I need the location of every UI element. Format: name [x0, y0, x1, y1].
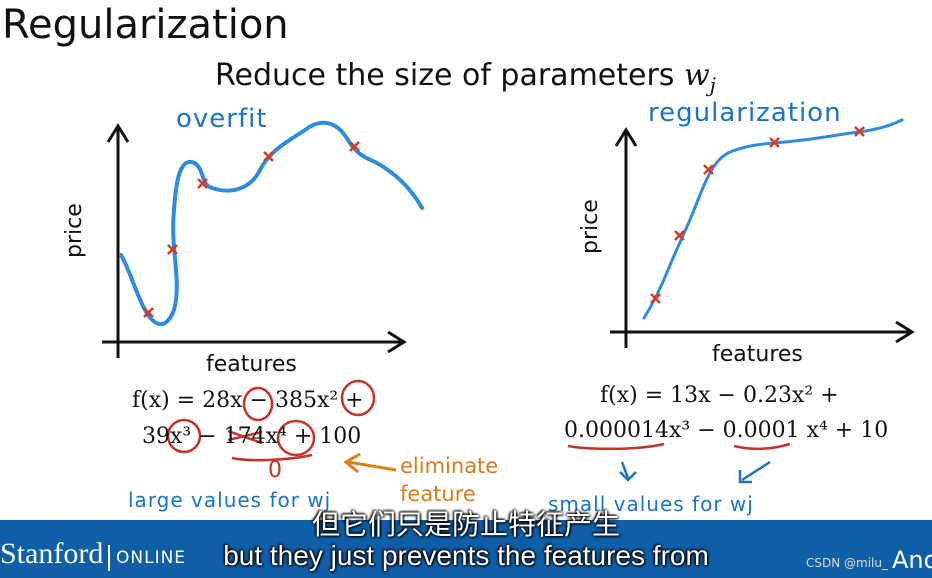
stanford-logo: Stanford — [0, 537, 104, 570]
overfit-label: overfit — [176, 104, 268, 134]
right-equation-line2: 0.000014x³ − 0.0001 x⁴ + 10 — [564, 418, 889, 443]
strike-through — [227, 429, 313, 462]
subtitle-chinese: 但它们只是防止特征产生 — [311, 508, 620, 541]
csdn-watermark: CSDN @milu_ — [806, 556, 888, 570]
video-banner — [0, 520, 932, 578]
overfit-curve — [119, 120, 424, 327]
subtitle-variable: w — [683, 58, 710, 93]
brand-divider — [108, 545, 110, 571]
eliminate-feature-note: eliminate feature — [400, 454, 499, 506]
left-y-axis-label: price — [62, 203, 87, 258]
term-circles — [166, 379, 376, 457]
subtitle-subscript: j — [709, 73, 716, 97]
right-x-axis-label: features — [712, 342, 803, 367]
right-axes — [610, 127, 915, 348]
left-data-points — [143, 141, 360, 318]
right-equation-line1: f(x) = 13x − 0.23x² + — [600, 383, 839, 408]
eliminate-arrow — [343, 452, 397, 474]
regularized-curve — [642, 118, 904, 320]
left-equation-line1: f(x) = 28x − 385x² + — [132, 388, 364, 413]
right-data-points — [650, 126, 865, 304]
left-x-axis-label: features — [206, 352, 297, 377]
regularization-label: regularization — [648, 98, 842, 128]
subtitle-text: Reduce the size of parameters — [215, 58, 675, 93]
corner-text: And — [892, 546, 932, 574]
slide-title: Regularization — [2, 2, 289, 48]
slide-subtitle: Reduce the size of parameters wj — [215, 58, 716, 97]
large-values-note: large values for wj — [128, 488, 332, 512]
zero-mark: 0 — [268, 458, 282, 483]
right-y-axis-label: price — [578, 199, 603, 254]
left-equation-line2: 39x³ − 174x⁴ + 100 — [142, 424, 362, 449]
left-axes — [102, 123, 407, 358]
subtitle-english: but they just prevents the features from — [223, 540, 709, 571]
online-label: ONLINE — [116, 548, 187, 568]
small-values-note: small values for wj — [548, 492, 754, 516]
small-underlines — [567, 442, 791, 451]
small-arrows — [619, 460, 771, 484]
